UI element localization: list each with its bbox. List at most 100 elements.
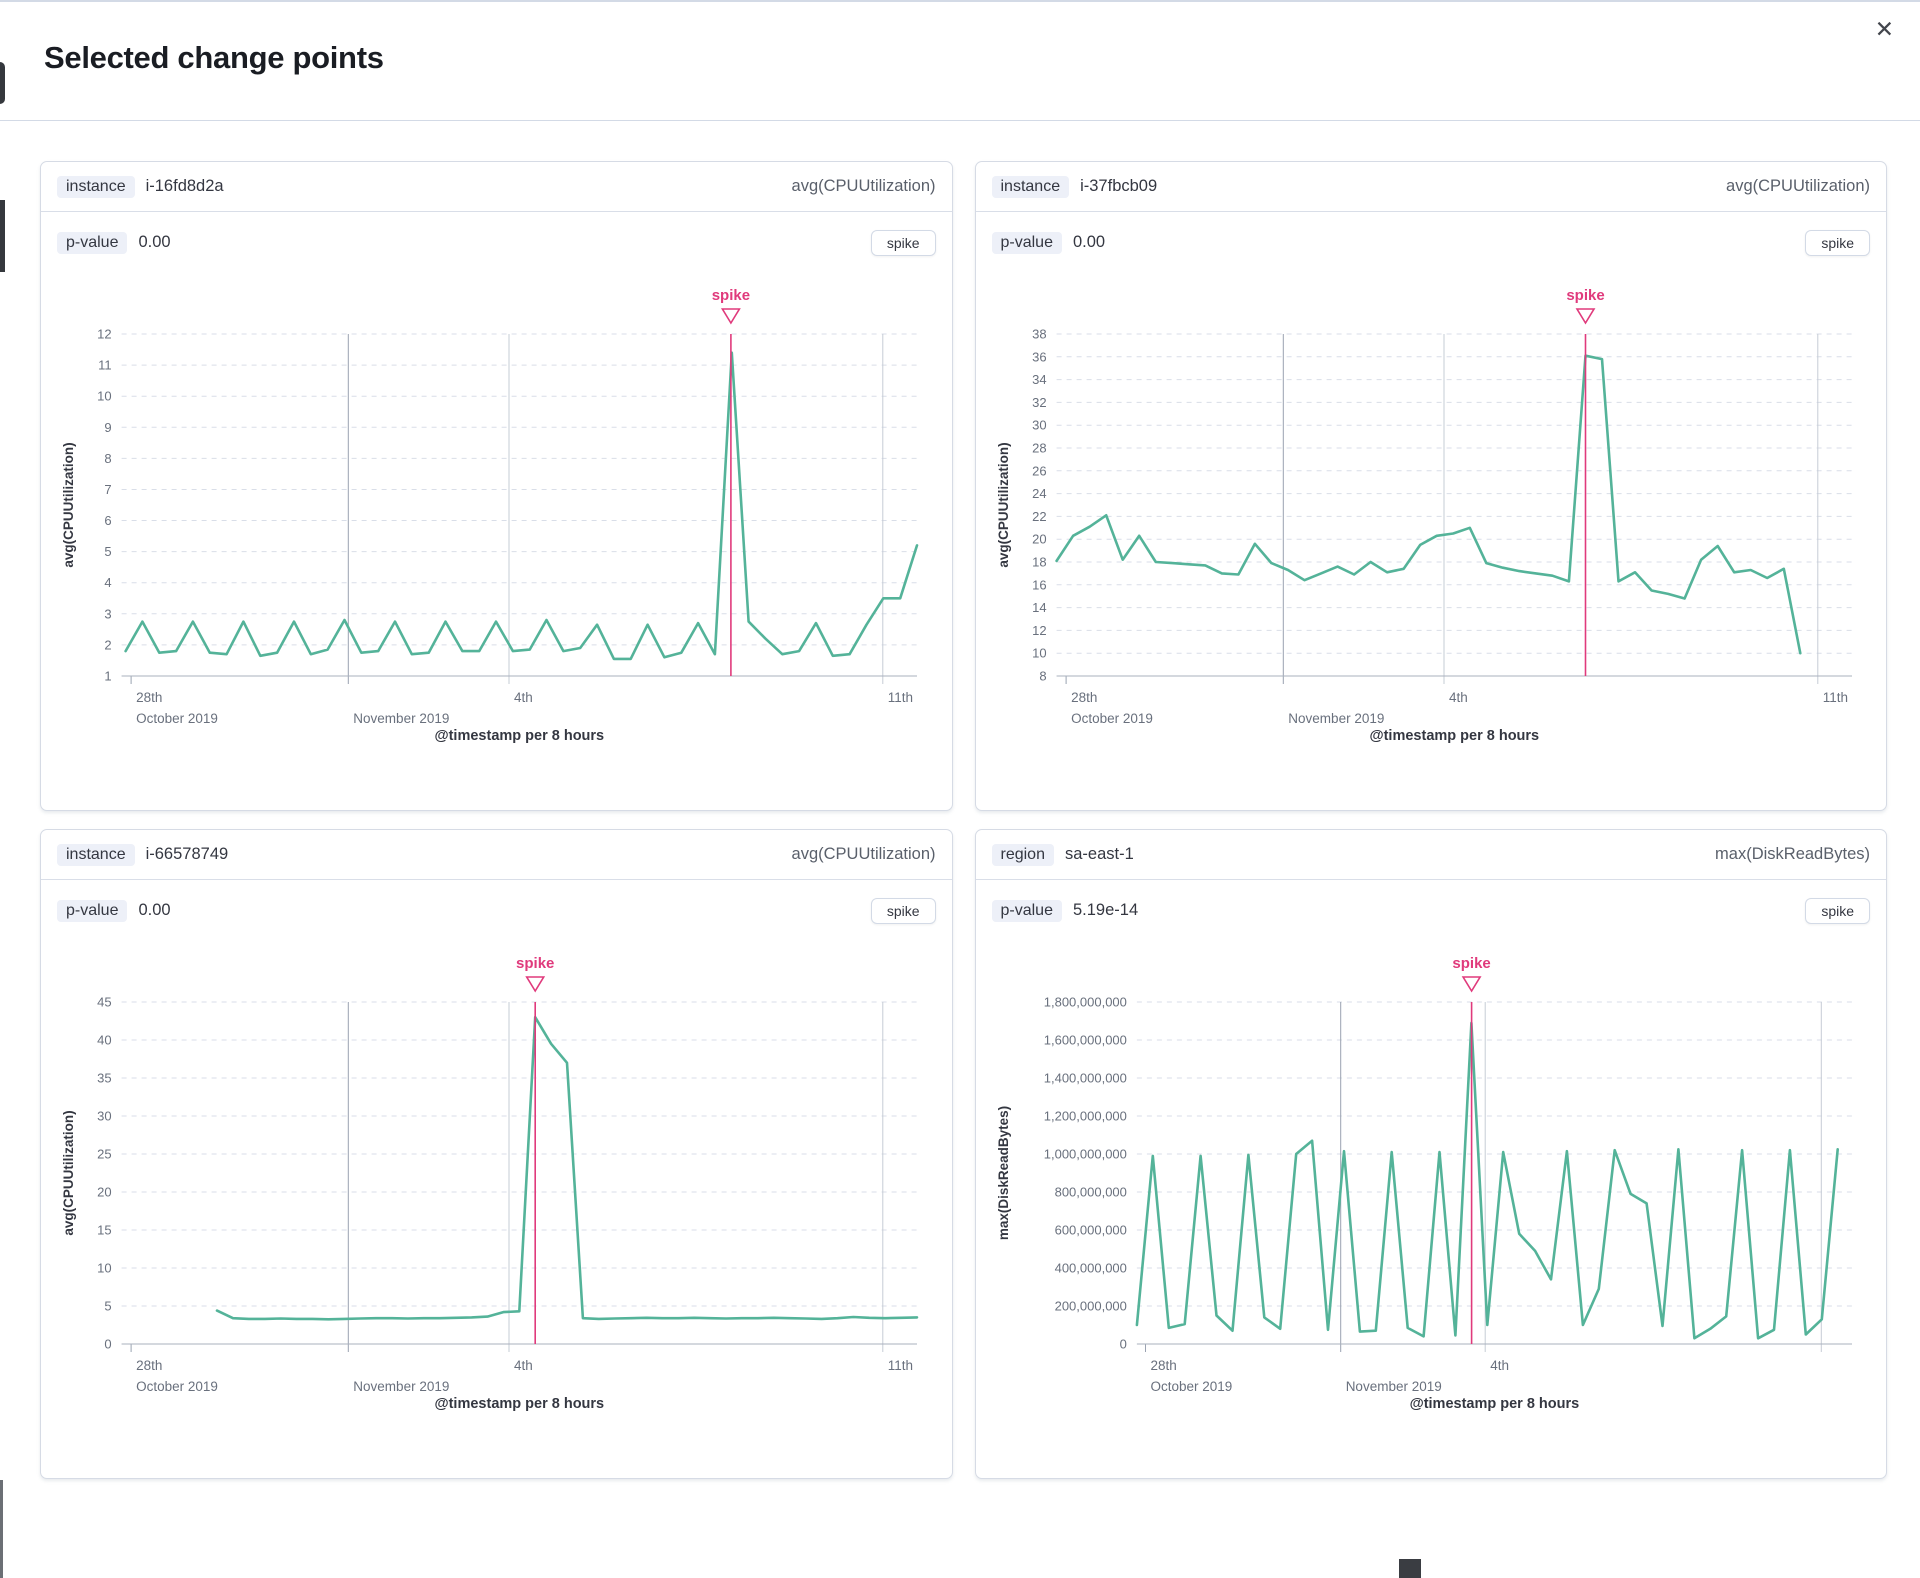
split-field-value: i-66578749 <box>145 845 229 863</box>
svg-text:28th: 28th <box>136 690 162 705</box>
change-point-type-button[interactable]: spike <box>870 229 936 256</box>
svg-text:400,000,000: 400,000,000 <box>1054 1261 1126 1276</box>
svg-text:25: 25 <box>97 1147 111 1162</box>
svg-text:800,000,000: 800,000,000 <box>1054 1185 1126 1200</box>
svg-text:16: 16 <box>1032 577 1046 592</box>
flyout-top-border <box>0 0 1920 2</box>
svg-text:3: 3 <box>104 606 111 621</box>
svg-text:18: 18 <box>1032 555 1046 570</box>
svg-text:avg(CPUUtilization): avg(CPUUtilization) <box>996 442 1011 567</box>
svg-text:spike: spike <box>1566 287 1604 304</box>
change-point-chart[interactable]: 12 11 10 9 8 7 6 5 4 3 2 1 28th October 2019 November … <box>57 276 936 751</box>
svg-text:8: 8 <box>1039 669 1046 684</box>
metric-label: max(DiskReadBytes) <box>1715 845 1870 863</box>
svg-text:@timestamp per 8 hours: @timestamp per 8 hours <box>434 728 604 744</box>
svg-text:0: 0 <box>1119 1337 1126 1352</box>
svg-text:11th: 11th <box>888 1358 913 1373</box>
flyout-header: Selected change points ✕ <box>0 0 1920 121</box>
background-artifact <box>0 62 5 104</box>
panel-header: instance i-66578749 avg(CPUUtilization) <box>41 830 952 880</box>
line-chart-svg: 1,800,000,000 1,600,000,000 1,400,000,000 1… <box>996 955 1852 1412</box>
background-artifact <box>0 200 5 272</box>
svg-text:4: 4 <box>104 575 111 590</box>
panel-header: region sa-east-1 max(DiskReadBytes) <box>975 830 1886 880</box>
svg-text:11th: 11th <box>1822 690 1847 705</box>
change-point-chart[interactable]: 45 40 35 30 25 20 15 10 5 0 28th October 2019 Novemb… <box>57 944 936 1419</box>
change-point-panel-4: region sa-east-1 max(DiskReadBytes) p-va… <box>974 829 1887 1479</box>
svg-text:40: 40 <box>97 1033 111 1048</box>
svg-text:30: 30 <box>1032 418 1046 433</box>
p-value-badge: p-value <box>991 231 1062 254</box>
svg-text:October 2019: October 2019 <box>1150 1379 1232 1394</box>
panel-subheader: p-value 5.19e-14 spike <box>976 880 1887 928</box>
split-field-badge: region <box>991 843 1054 866</box>
svg-text:1,000,000,000: 1,000,000,000 <box>1043 1147 1126 1162</box>
page-title: Selected change points <box>44 40 384 75</box>
svg-text:avg(CPUUtilization): avg(CPUUtilization) <box>61 1110 76 1235</box>
svg-text:spike: spike <box>1452 955 1490 972</box>
svg-text:spike: spike <box>712 287 750 304</box>
panel-header: instance i-16fd8d2a avg(CPUUtilization) <box>41 162 952 212</box>
svg-text:1,800,000,000: 1,800,000,000 <box>1043 995 1126 1010</box>
svg-text:4th: 4th <box>514 690 533 705</box>
svg-text:34: 34 <box>1032 372 1046 387</box>
svg-text:@timestamp per 8 hours: @timestamp per 8 hours <box>434 1396 604 1412</box>
split-field-value: i-16fd8d2a <box>145 177 224 195</box>
background-artifact <box>1399 1559 1421 1578</box>
p-value-badge: p-value <box>991 899 1062 922</box>
metric-label: avg(CPUUtilization) <box>791 177 936 195</box>
svg-text:24: 24 <box>1032 486 1046 501</box>
p-value: 0.00 <box>1072 233 1106 251</box>
svg-text:5: 5 <box>104 544 111 559</box>
split-field-badge: instance <box>57 843 135 866</box>
metric-label: avg(CPUUtilization) <box>1726 177 1870 195</box>
svg-text:11: 11 <box>98 358 112 373</box>
svg-text:22: 22 <box>1032 509 1046 524</box>
svg-text:2: 2 <box>104 637 111 652</box>
svg-text:12: 12 <box>97 327 111 342</box>
svg-text:October 2019: October 2019 <box>136 711 218 726</box>
change-point-panel-1: instance i-16fd8d2a avg(CPUUtilization) … <box>40 161 953 811</box>
svg-text:35: 35 <box>97 1071 111 1086</box>
svg-text:38: 38 <box>1032 327 1046 342</box>
svg-text:28: 28 <box>1032 441 1046 456</box>
change-point-type-button[interactable]: spike <box>870 897 936 924</box>
svg-text:1: 1 <box>104 669 111 684</box>
svg-text:0: 0 <box>104 1337 111 1352</box>
svg-text:spike: spike <box>516 955 554 972</box>
svg-text:October 2019: October 2019 <box>1071 711 1153 726</box>
change-point-chart[interactable]: 1,800,000,000 1,600,000,000 1,400,000,000 1… <box>992 944 1871 1419</box>
svg-text:November 2019: November 2019 <box>353 1379 449 1394</box>
svg-text:8: 8 <box>104 451 111 466</box>
svg-text:4th: 4th <box>514 1358 533 1373</box>
svg-text:28th: 28th <box>1071 690 1097 705</box>
svg-text:4th: 4th <box>1449 690 1468 705</box>
split-field-value: sa-east-1 <box>1064 845 1134 863</box>
panel-subheader: p-value 0.00 spike <box>41 880 952 928</box>
change-point-chart[interactable]: 38 36 34 32 30 28 26 24 22 20 18 16 14 12 10 8 28th Octob… <box>992 276 1871 751</box>
svg-text:1,200,000,000: 1,200,000,000 <box>1043 1109 1126 1124</box>
p-value: 5.19e-14 <box>1072 901 1139 919</box>
svg-text:10: 10 <box>97 389 111 404</box>
svg-text:200,000,000: 200,000,000 <box>1054 1299 1126 1314</box>
svg-text:November 2019: November 2019 <box>353 711 449 726</box>
svg-text:45: 45 <box>97 995 111 1010</box>
svg-text:15: 15 <box>97 1223 111 1238</box>
change-points-grid: instance i-16fd8d2a avg(CPUUtilization) … <box>40 161 1887 1479</box>
svg-text:4th: 4th <box>1490 1358 1509 1373</box>
change-point-type-button[interactable]: spike <box>1805 229 1870 256</box>
svg-text:26: 26 <box>1032 463 1046 478</box>
background-artifact <box>0 1480 3 1578</box>
panel-header: instance i-37fbcb09 avg(CPUUtilization) <box>975 162 1886 212</box>
svg-text:32: 32 <box>1032 395 1046 410</box>
svg-text:6: 6 <box>104 513 111 528</box>
p-value-badge: p-value <box>57 231 128 254</box>
svg-text:20: 20 <box>97 1185 111 1200</box>
change-point-type-button[interactable]: spike <box>1805 897 1870 924</box>
svg-text:9: 9 <box>104 420 111 435</box>
svg-text:max(DiskReadBytes): max(DiskReadBytes) <box>996 1106 1011 1240</box>
svg-text:avg(CPUUtilization): avg(CPUUtilization) <box>61 442 76 567</box>
line-chart-svg: 12 11 10 9 8 7 6 5 4 3 2 1 28th October 2019 November … <box>61 287 919 744</box>
close-icon[interactable]: ✕ <box>1874 16 1894 42</box>
svg-text:14: 14 <box>1032 600 1046 615</box>
